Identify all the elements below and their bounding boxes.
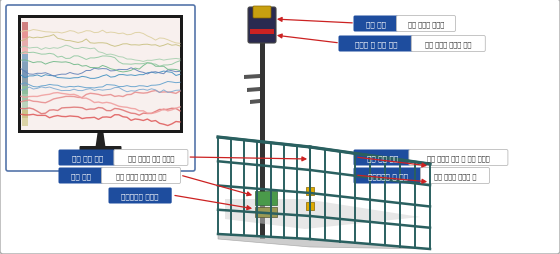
FancyBboxPatch shape xyxy=(22,119,28,126)
FancyBboxPatch shape xyxy=(58,150,116,166)
Text: 지상 기지국 최상단: 지상 기지국 최상단 xyxy=(408,21,444,28)
Text: 풍속 센서: 풍속 센서 xyxy=(366,21,386,28)
Text: 지상 기지국 펜스 모서리: 지상 기지국 펜스 모서리 xyxy=(128,155,174,161)
FancyBboxPatch shape xyxy=(6,6,195,171)
Polygon shape xyxy=(225,199,420,229)
FancyBboxPatch shape xyxy=(353,150,411,166)
FancyBboxPatch shape xyxy=(22,47,28,54)
FancyBboxPatch shape xyxy=(411,36,486,52)
FancyBboxPatch shape xyxy=(21,19,180,131)
Text: 게이트웨이 및 함체: 게이트웨이 및 함체 xyxy=(368,172,408,179)
Text: 와이어레스 분전함: 와이어레스 분전함 xyxy=(122,193,159,199)
FancyBboxPatch shape xyxy=(338,36,413,52)
FancyBboxPatch shape xyxy=(396,17,455,32)
FancyBboxPatch shape xyxy=(22,39,28,46)
FancyBboxPatch shape xyxy=(250,30,274,35)
FancyBboxPatch shape xyxy=(248,8,276,44)
FancyBboxPatch shape xyxy=(353,17,399,32)
FancyBboxPatch shape xyxy=(409,150,508,166)
FancyBboxPatch shape xyxy=(260,38,265,239)
FancyBboxPatch shape xyxy=(421,168,489,184)
FancyBboxPatch shape xyxy=(80,146,122,155)
FancyBboxPatch shape xyxy=(253,7,271,19)
Text: 전력 센서: 전력 센서 xyxy=(71,172,91,179)
FancyBboxPatch shape xyxy=(22,31,28,38)
FancyBboxPatch shape xyxy=(22,103,28,110)
Polygon shape xyxy=(247,88,260,93)
FancyBboxPatch shape xyxy=(109,188,172,204)
FancyBboxPatch shape xyxy=(22,71,28,78)
Text: 인체 감지 센서: 인체 감지 센서 xyxy=(367,155,398,161)
FancyBboxPatch shape xyxy=(255,207,277,217)
FancyBboxPatch shape xyxy=(22,23,28,30)
FancyBboxPatch shape xyxy=(22,55,28,62)
FancyBboxPatch shape xyxy=(306,187,314,195)
Text: 지상 기지국 분진함에 설치: 지상 기지국 분진함에 설치 xyxy=(116,172,166,179)
Text: 지상 기지국 분전함 옆: 지상 기지국 분전함 옆 xyxy=(434,172,476,179)
FancyBboxPatch shape xyxy=(255,191,277,205)
FancyBboxPatch shape xyxy=(22,63,28,70)
FancyBboxPatch shape xyxy=(22,95,28,102)
FancyBboxPatch shape xyxy=(58,168,104,184)
Text: 기울기 및 도난 센서: 기울기 및 도난 센서 xyxy=(354,41,397,47)
FancyBboxPatch shape xyxy=(101,168,180,184)
FancyBboxPatch shape xyxy=(18,16,183,133)
FancyBboxPatch shape xyxy=(22,79,28,86)
Text: 지상 기지국 입구 쪽 펜스 모서리: 지상 기지국 입구 쪽 펜스 모서리 xyxy=(427,155,489,161)
Text: 지상 기지국 트러스 하단: 지상 기지국 트러스 하단 xyxy=(425,41,472,47)
FancyBboxPatch shape xyxy=(353,168,422,184)
Polygon shape xyxy=(250,100,260,105)
Polygon shape xyxy=(96,133,105,147)
FancyBboxPatch shape xyxy=(114,150,188,166)
Polygon shape xyxy=(218,234,430,249)
FancyBboxPatch shape xyxy=(22,110,28,118)
FancyBboxPatch shape xyxy=(22,87,28,94)
Text: 화재 감지 센서: 화재 감지 센서 xyxy=(72,155,103,161)
Polygon shape xyxy=(244,75,260,80)
FancyBboxPatch shape xyxy=(306,202,314,210)
